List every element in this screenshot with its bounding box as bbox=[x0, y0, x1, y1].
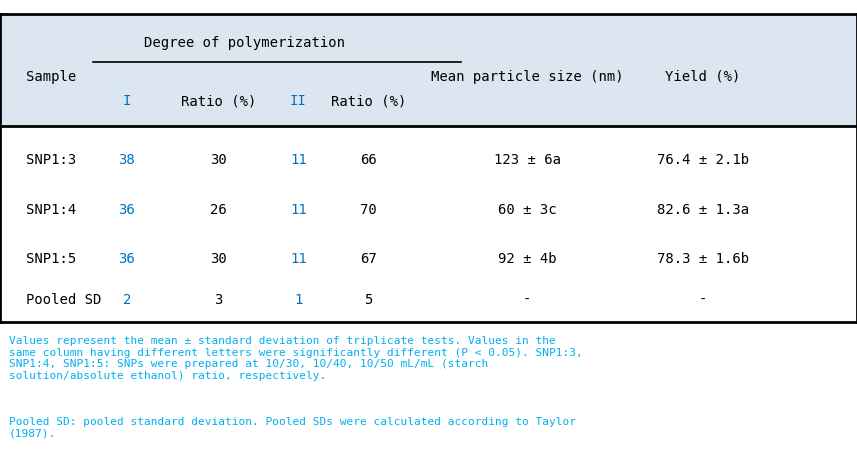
Text: 82.6 ± 1.3a: 82.6 ± 1.3a bbox=[656, 202, 749, 217]
Text: 36: 36 bbox=[118, 252, 135, 267]
Text: 66: 66 bbox=[360, 153, 377, 167]
Text: 70: 70 bbox=[360, 202, 377, 217]
Text: Ratio (%): Ratio (%) bbox=[331, 94, 406, 109]
Text: Values represent the mean ± standard deviation of triplicate tests. Values in th: Values represent the mean ± standard dev… bbox=[9, 336, 582, 381]
Text: Yield (%): Yield (%) bbox=[665, 69, 740, 84]
Text: 30: 30 bbox=[210, 252, 227, 267]
Text: SNP1:5: SNP1:5 bbox=[26, 252, 76, 267]
Text: 30: 30 bbox=[210, 153, 227, 167]
Text: -: - bbox=[698, 293, 707, 307]
Text: 92 ± 4b: 92 ± 4b bbox=[498, 252, 556, 267]
Text: 11: 11 bbox=[290, 252, 307, 267]
Text: 78.3 ± 1.6b: 78.3 ± 1.6b bbox=[656, 252, 749, 267]
Text: 1: 1 bbox=[294, 293, 303, 307]
Bar bbox=[0, 14, 857, 126]
Text: 11: 11 bbox=[290, 153, 307, 167]
Text: I: I bbox=[123, 94, 131, 109]
Text: II: II bbox=[290, 94, 307, 109]
Text: Sample: Sample bbox=[26, 69, 76, 84]
Text: 26: 26 bbox=[210, 202, 227, 217]
Text: Degree of polymerization: Degree of polymerization bbox=[144, 36, 345, 50]
Text: 60 ± 3c: 60 ± 3c bbox=[498, 202, 556, 217]
Text: 123 ± 6a: 123 ± 6a bbox=[494, 153, 560, 167]
Text: 76.4 ± 2.1b: 76.4 ± 2.1b bbox=[656, 153, 749, 167]
Text: 36: 36 bbox=[118, 202, 135, 217]
Text: SNP1:3: SNP1:3 bbox=[26, 153, 76, 167]
Text: 11: 11 bbox=[290, 202, 307, 217]
Text: Ratio (%): Ratio (%) bbox=[181, 94, 256, 109]
Text: 5: 5 bbox=[364, 293, 373, 307]
Text: 38: 38 bbox=[118, 153, 135, 167]
Text: SNP1:4: SNP1:4 bbox=[26, 202, 76, 217]
Text: Pooled SD: Pooled SD bbox=[26, 293, 101, 307]
Text: -: - bbox=[523, 293, 531, 307]
Text: 3: 3 bbox=[214, 293, 223, 307]
Text: Pooled SD: pooled standard deviation. Pooled SDs were calculated according to Ta: Pooled SD: pooled standard deviation. Po… bbox=[9, 417, 576, 439]
Text: Mean particle size (nm): Mean particle size (nm) bbox=[431, 69, 623, 84]
Text: 2: 2 bbox=[123, 293, 131, 307]
Text: 67: 67 bbox=[360, 252, 377, 267]
